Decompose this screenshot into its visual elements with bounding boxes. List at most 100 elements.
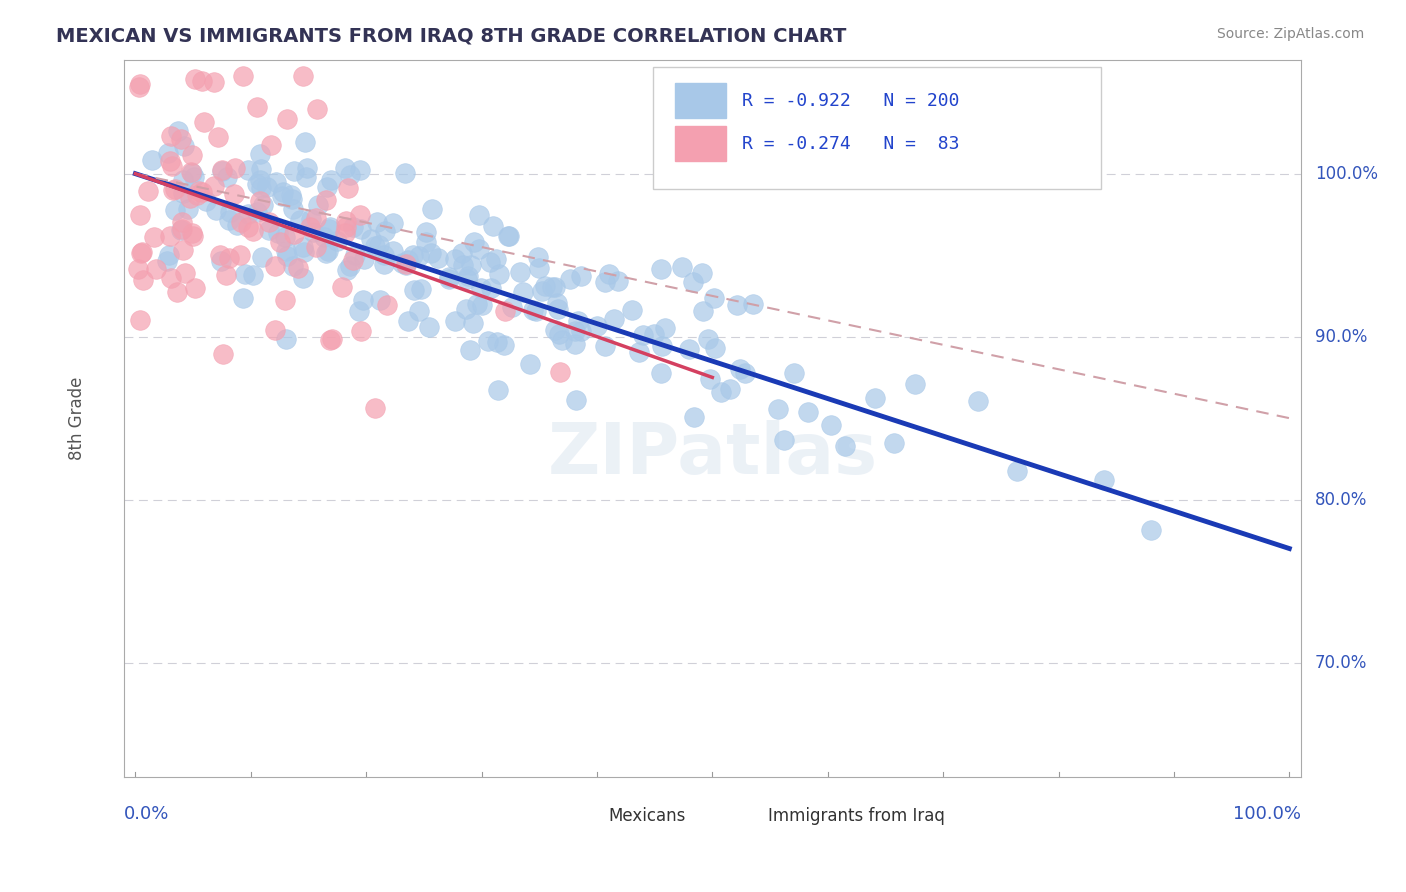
Text: 90.0%: 90.0% — [1315, 327, 1368, 346]
Point — [179, 191, 201, 205]
Point — [335, 219, 357, 234]
Point — [468, 208, 491, 222]
FancyBboxPatch shape — [654, 67, 1101, 189]
Point — [485, 334, 508, 349]
Point — [734, 367, 756, 381]
Point — [263, 259, 285, 273]
Point — [157, 248, 180, 262]
Point — [593, 276, 616, 290]
Point — [145, 261, 167, 276]
Text: 0.0%: 0.0% — [124, 805, 169, 823]
Point — [606, 274, 628, 288]
Point — [350, 325, 373, 339]
Point — [725, 298, 748, 312]
Point — [364, 239, 387, 253]
Point — [305, 240, 328, 254]
Point — [1139, 523, 1161, 537]
Point — [315, 180, 337, 194]
Point — [797, 405, 820, 419]
Point — [238, 162, 260, 177]
Point — [631, 328, 654, 343]
Point — [173, 138, 195, 153]
Point — [321, 332, 343, 346]
Point — [156, 254, 179, 268]
Point — [257, 223, 280, 237]
Point — [209, 254, 232, 268]
Point — [229, 215, 252, 229]
Point — [485, 252, 508, 266]
Point — [883, 435, 905, 450]
Point — [172, 221, 194, 235]
Point — [834, 439, 856, 453]
Point — [863, 391, 886, 405]
Point — [512, 285, 534, 299]
Point — [170, 223, 193, 237]
Point — [439, 269, 461, 284]
Point — [396, 253, 419, 268]
Text: R = -0.274   N =  83: R = -0.274 N = 83 — [742, 136, 959, 153]
Text: 100.0%: 100.0% — [1233, 805, 1301, 823]
Point — [544, 324, 567, 338]
Point — [488, 267, 510, 281]
Point — [451, 258, 474, 272]
Point — [460, 258, 482, 272]
Point — [281, 202, 304, 216]
Point — [524, 303, 547, 318]
Point — [242, 224, 264, 238]
Point — [548, 365, 571, 379]
Point — [718, 382, 741, 396]
Point — [292, 271, 315, 285]
Point — [170, 132, 193, 146]
Point — [704, 341, 727, 355]
Point — [699, 371, 721, 385]
Point — [692, 303, 714, 318]
Point — [569, 324, 592, 338]
Point — [564, 324, 586, 338]
Point — [373, 256, 395, 270]
Point — [486, 383, 509, 397]
Point — [477, 334, 499, 348]
Point — [654, 321, 676, 335]
Point — [229, 248, 252, 262]
Point — [260, 138, 283, 153]
Point — [546, 295, 568, 310]
Point — [564, 336, 586, 351]
Text: MEXICAN VS IMMIGRANTS FROM IRAQ 8TH GRADE CORRELATION CHART: MEXICAN VS IMMIGRANTS FROM IRAQ 8TH GRAD… — [56, 27, 846, 45]
Point — [360, 232, 382, 246]
FancyBboxPatch shape — [675, 83, 727, 119]
Point — [319, 220, 342, 235]
Point — [307, 102, 329, 116]
Point — [551, 333, 574, 347]
Point — [143, 229, 166, 244]
Point — [249, 146, 271, 161]
Point — [418, 320, 440, 334]
Point — [396, 314, 419, 328]
Point — [402, 284, 425, 298]
Point — [160, 160, 183, 174]
Point — [183, 281, 205, 295]
Point — [129, 246, 152, 260]
Point — [209, 248, 232, 262]
Text: Mexicans: Mexicans — [609, 807, 686, 825]
Point — [342, 219, 364, 234]
Point — [225, 218, 247, 232]
Point — [540, 279, 562, 293]
Point — [180, 226, 202, 240]
Point — [366, 214, 388, 228]
Point — [498, 229, 520, 244]
Point — [274, 229, 297, 244]
Text: 100.0%: 100.0% — [1315, 165, 1378, 183]
Point — [465, 297, 488, 311]
Point — [783, 366, 806, 380]
Point — [186, 188, 208, 202]
Point — [460, 343, 482, 358]
Point — [246, 204, 269, 219]
Text: 80.0%: 80.0% — [1315, 491, 1368, 508]
Point — [381, 216, 404, 230]
Point — [264, 323, 287, 337]
Point — [218, 205, 240, 219]
Point — [349, 208, 371, 222]
Point — [207, 130, 229, 145]
Point — [330, 279, 353, 293]
Point — [470, 280, 492, 294]
